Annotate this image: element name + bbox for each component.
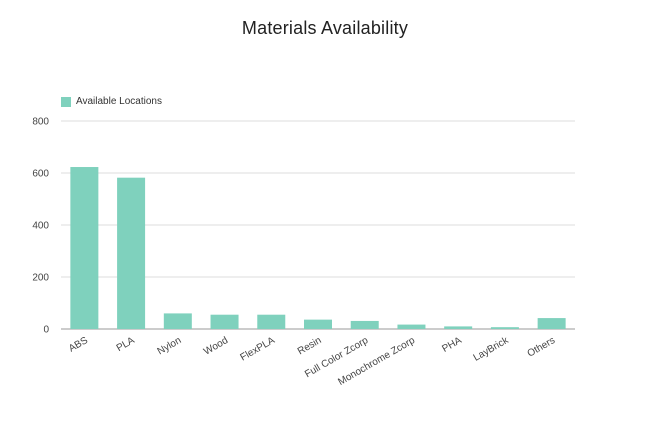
bar-pha (444, 326, 473, 329)
x-tick-label: LayBrick (472, 335, 512, 364)
bar-flexpla (257, 314, 286, 329)
bar-pla (117, 177, 146, 329)
legend-swatch (61, 96, 71, 107)
x-tick-label: Nylon (156, 335, 184, 357)
bar-monochrome-zcorp (397, 324, 426, 329)
legend-label: Available Locations (76, 96, 162, 107)
bar-abs (70, 167, 99, 329)
chart-title: Materials Availability (241, 18, 409, 38)
x-tick-label: FlexPLA (239, 335, 278, 364)
bar-others (537, 318, 566, 329)
x-tick-label: Resin (296, 335, 324, 357)
x-tick-label: Monochrome Zcorp (336, 335, 417, 388)
y-tick-label: 200 (32, 273, 49, 284)
x-tick-label: PHA (440, 335, 464, 355)
x-tick-label: Wood (202, 335, 230, 358)
grid-layer: 0 200 400 600 800 (32, 117, 575, 336)
x-tick-label: ABS (67, 335, 90, 355)
y-tick-label: 800 (32, 117, 49, 128)
y-tick-label: 400 (32, 221, 49, 232)
y-tick-label: 0 (43, 325, 49, 336)
legend: Available Locations (61, 96, 162, 107)
bar-full-color-zcorp (350, 320, 379, 329)
bar-nylon (163, 313, 192, 329)
x-tick-label: Others (526, 335, 557, 360)
bar-laybrick (490, 327, 519, 329)
bar-layer (70, 167, 566, 329)
bar-wood (210, 314, 239, 329)
y-tick-label: 600 (32, 169, 49, 180)
x-tick-label: PLA (115, 335, 137, 354)
bar-resin (304, 319, 332, 329)
